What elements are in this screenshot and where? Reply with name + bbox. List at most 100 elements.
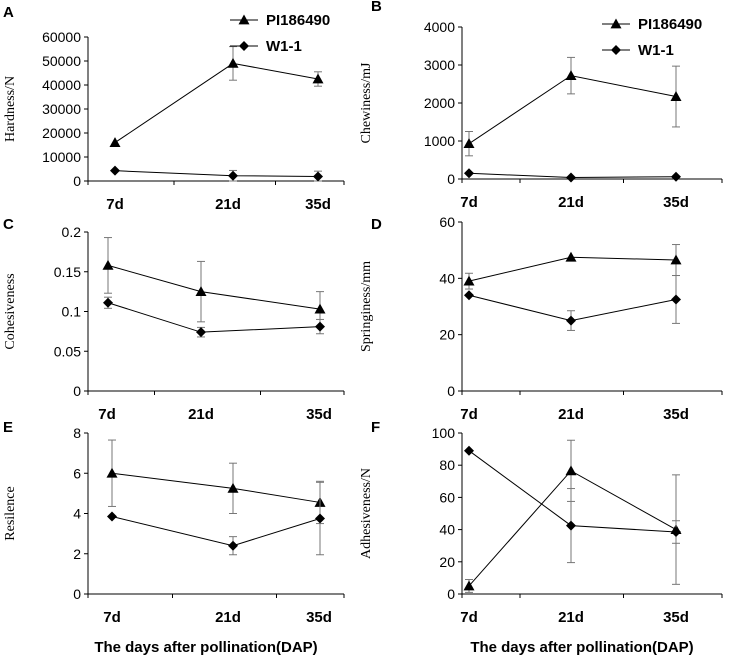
- series-pi186490: [463, 56, 682, 157]
- data-point-triangle: [565, 465, 577, 476]
- y-tick-label: 0: [447, 171, 455, 187]
- data-point-diamond: [566, 520, 576, 531]
- series-line: [468, 294, 677, 322]
- y-tick-label: 2000: [424, 95, 455, 111]
- panel-letter: D: [371, 216, 382, 233]
- panel-letter: B: [371, 0, 382, 15]
- series-w1-1: [103, 296, 325, 338]
- x-tick-label: 21d: [558, 609, 584, 626]
- data-point-triangle: [565, 70, 577, 81]
- panel-letter: E: [3, 419, 13, 436]
- y-tick-label: 20000: [42, 125, 81, 141]
- panel-e: E 0 2 4 6 8 7d 21d 35d Resilence The days after po…: [3, 419, 345, 656]
- data-point-diamond: [315, 321, 325, 332]
- y-axis-title: Chewiness/mJ: [359, 62, 374, 143]
- x-tick-label: 7d: [460, 609, 478, 626]
- y-tick-label: 1000: [424, 133, 455, 149]
- series-w1-1: [107, 481, 325, 556]
- x-tick-label: 21d: [188, 406, 214, 423]
- y-tick-label: 0: [73, 383, 81, 399]
- series-line: [107, 264, 321, 310]
- legend: PI186490 W1-1: [602, 16, 702, 59]
- y-tick-label: 4: [73, 506, 81, 522]
- x-tick-label: 21d: [215, 196, 241, 213]
- legend: PI186490 W1-1: [230, 12, 330, 55]
- panel-a: A 0 10000 20000 30000 40000 50000 60000 7d 21d 35d…: [3, 4, 345, 213]
- x-tick-label: 7d: [460, 406, 478, 423]
- series-line: [114, 170, 319, 177]
- data-point-diamond: [315, 513, 325, 524]
- y-tick-label: 40: [439, 522, 455, 538]
- y-tick-label: 80: [439, 457, 455, 473]
- series-line: [111, 516, 321, 547]
- y-axis-title: Hardness/N: [3, 76, 18, 142]
- x-tick-label: 21d: [558, 194, 584, 211]
- x-tick-label: 35d: [663, 406, 689, 423]
- data-point-triangle: [314, 303, 326, 314]
- data-point-diamond: [566, 315, 576, 326]
- series-line: [107, 302, 321, 333]
- legend-label: PI186490: [638, 16, 702, 33]
- data-point-triangle: [312, 73, 324, 84]
- y-tick-label: 60000: [42, 29, 81, 45]
- x-tick-label: 35d: [663, 194, 689, 211]
- data-point-triangle: [106, 467, 118, 478]
- y-axis-title: Adhesiveness/N: [359, 468, 374, 559]
- series-w1-1: [464, 168, 681, 183]
- data-point-diamond: [464, 445, 474, 456]
- x-tick-label: 35d: [306, 406, 332, 423]
- x-tick-label: 35d: [306, 609, 332, 626]
- y-tick-label: 0.1: [62, 304, 82, 320]
- y-tick-label: 60: [439, 214, 455, 230]
- x-tick-label: 7d: [460, 194, 478, 211]
- y-tick-label: 50000: [42, 53, 81, 69]
- data-point-diamond: [464, 168, 474, 179]
- data-point-diamond: [103, 297, 113, 308]
- x-axis-title: The days after pollination(DAP): [470, 639, 693, 656]
- data-point-triangle: [463, 275, 475, 286]
- data-point-triangle: [670, 254, 682, 265]
- y-tick-label: 0.15: [54, 264, 81, 280]
- data-point-diamond: [464, 290, 474, 301]
- panel-d: D 0 20 40 60 7d 21d 35d Springiness/mm: [359, 214, 723, 423]
- legend-label: W1-1: [638, 42, 674, 59]
- series-line: [468, 75, 677, 145]
- x-tick-label: 7d: [103, 609, 121, 626]
- y-tick-label: 0: [447, 586, 455, 602]
- y-tick-label: 2: [73, 546, 81, 562]
- data-point-diamond: [313, 171, 323, 182]
- data-point-triangle: [463, 138, 475, 149]
- y-tick-label: 10000: [42, 149, 81, 165]
- legend-marker-diamond: [239, 41, 249, 51]
- panel-letter: C: [3, 216, 14, 233]
- data-point-diamond: [107, 511, 117, 522]
- y-axis-title: Resilence: [3, 486, 18, 540]
- y-tick-label: 100: [432, 425, 456, 441]
- x-tick-label: 35d: [305, 196, 331, 213]
- data-point-diamond: [110, 165, 120, 176]
- data-point-diamond: [228, 170, 238, 181]
- x-tick-label: 21d: [558, 406, 584, 423]
- series-pi186490: [463, 244, 682, 290]
- x-tick-label: 21d: [215, 609, 241, 626]
- x-axis-title: The days after pollination(DAP): [94, 639, 317, 656]
- data-point-triangle: [102, 259, 114, 270]
- y-tick-label: 0: [447, 383, 455, 399]
- data-point-diamond: [671, 527, 681, 538]
- data-point-triangle: [565, 251, 577, 262]
- y-tick-label: 0.2: [62, 224, 82, 240]
- data-point-triangle: [227, 482, 239, 493]
- data-point-diamond: [228, 540, 238, 551]
- y-tick-label: 60: [439, 489, 455, 505]
- panel-letter: F: [371, 419, 380, 436]
- data-point-diamond: [566, 172, 576, 183]
- series-pi186490: [102, 237, 326, 328]
- data-point-diamond: [671, 294, 681, 305]
- y-tick-label: 8: [73, 425, 81, 441]
- series-pi186490: [106, 439, 326, 525]
- panel-f: F 0 20 40 60 80 100 7d 21d 35d Adhesiveness/N The d…: [359, 419, 723, 656]
- y-tick-label: 0: [73, 586, 81, 602]
- x-tick-label: 35d: [663, 609, 689, 626]
- panel-b: B 0 1000 2000 3000 4000 7d 21d 35d Chewiness/mJ PI…: [359, 0, 723, 211]
